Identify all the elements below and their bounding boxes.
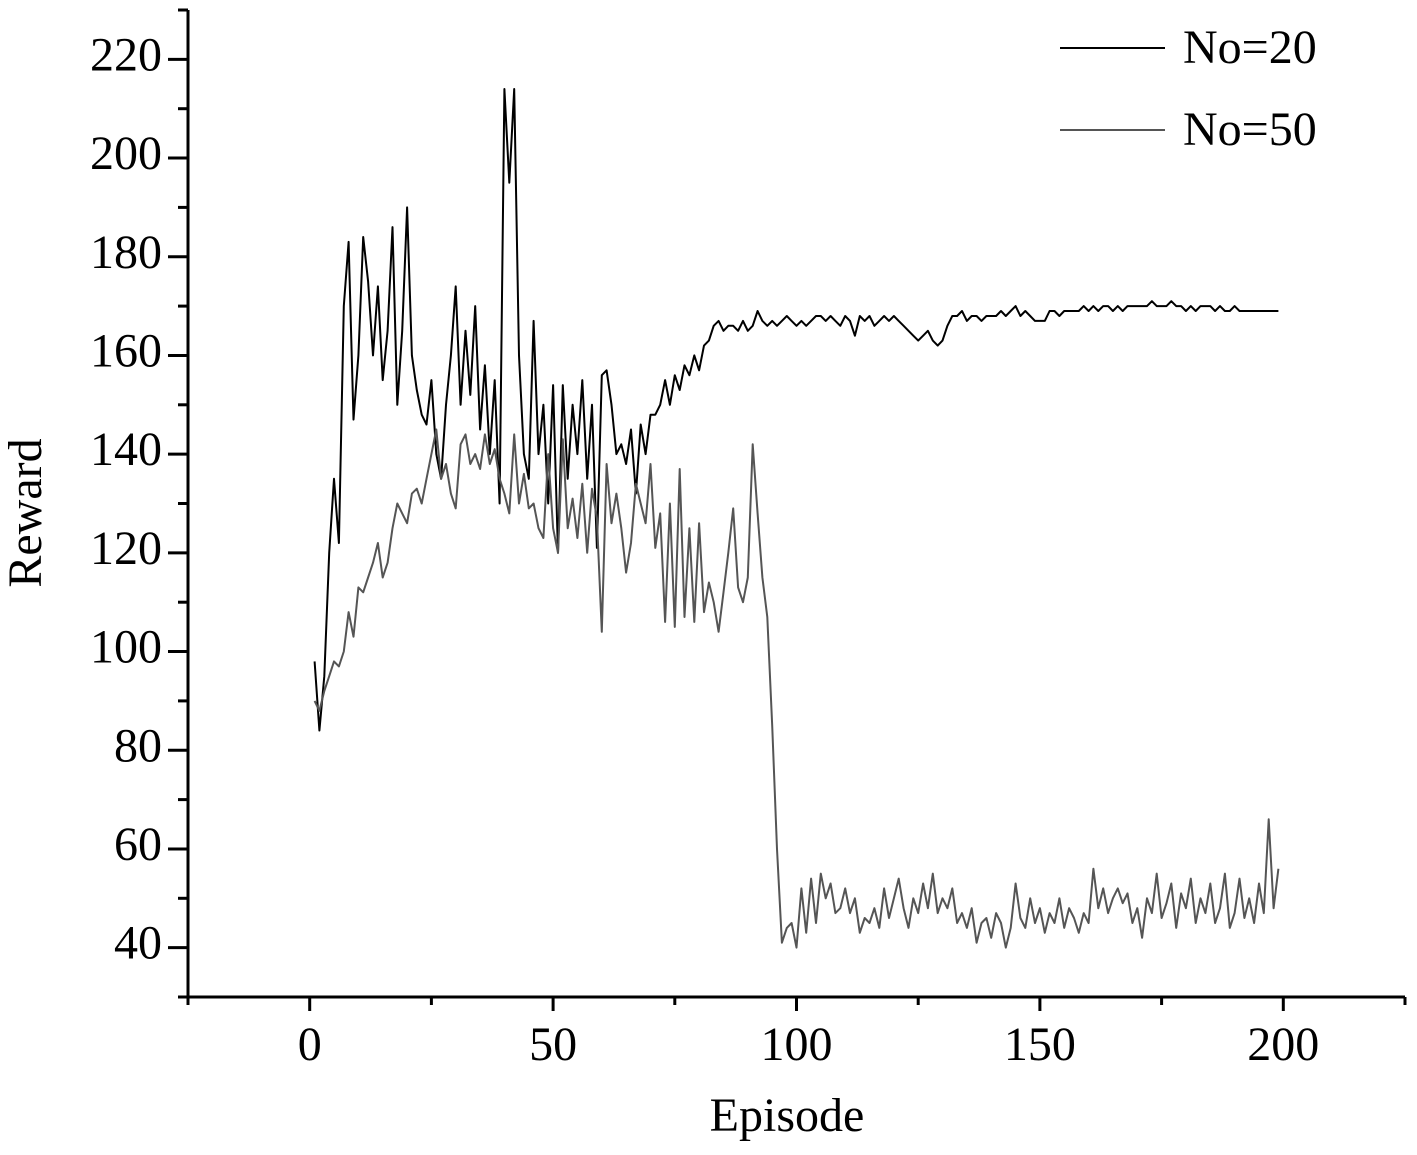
y-tick-label: 60 [114, 818, 162, 871]
y-tick-label: 120 [90, 522, 162, 575]
x-tick-label: 50 [529, 1018, 577, 1071]
y-tick-label: 100 [90, 621, 162, 674]
y-tick-label: 80 [114, 719, 162, 772]
x-tick-label: 100 [761, 1018, 833, 1071]
series-line [313, 428, 1280, 949]
legend-label: No=20 [1183, 21, 1317, 74]
x-tick-label: 150 [1004, 1018, 1076, 1071]
y-tick-label: 140 [90, 423, 162, 476]
series-line [313, 88, 1279, 732]
x-tick-label: 200 [1247, 1018, 1319, 1071]
x-axis-label: Episode [710, 1089, 865, 1142]
y-tick-label: 180 [90, 226, 162, 279]
y-axis-label: Reward [0, 438, 52, 587]
legend-label: No=50 [1183, 103, 1317, 156]
y-tick-label: 200 [90, 127, 162, 180]
x-tick-label: 0 [298, 1018, 322, 1071]
y-tick-label: 40 [114, 917, 162, 970]
y-tick-label: 160 [90, 324, 162, 377]
y-tick-label: 220 [90, 28, 162, 81]
